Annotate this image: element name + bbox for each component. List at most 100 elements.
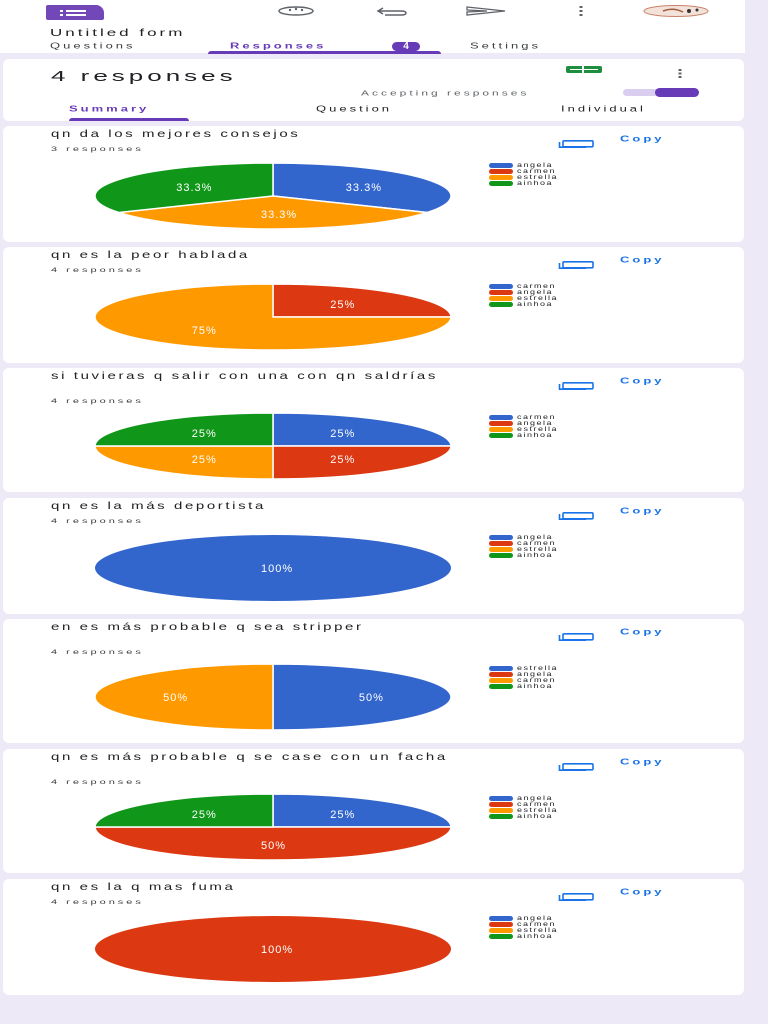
pie-slice[interactable] <box>272 445 451 479</box>
legend-swatch <box>489 534 513 540</box>
legend-swatch <box>489 283 513 289</box>
copy-chart-button[interactable]: Copy <box>620 375 665 386</box>
more-vert-icon[interactable] <box>576 4 586 18</box>
copy-chart-icon[interactable] <box>558 135 595 148</box>
legend-swatch <box>489 677 513 683</box>
response-count: 4 responses <box>51 397 144 405</box>
question-summary-card: qn da los mejores consejos 3 responses C… <box>3 126 744 242</box>
pie-slice[interactable] <box>95 794 274 828</box>
question-summary-card: qn es más probable q se case con un fach… <box>3 749 744 873</box>
tab-responses[interactable]: Responses <box>230 40 327 51</box>
pie-slice[interactable] <box>95 284 451 350</box>
legend-label: angela <box>517 288 554 296</box>
slice-percent-label: 25% <box>192 809 217 821</box>
legend-label: carmen <box>517 539 557 547</box>
legend-label: angela <box>517 161 554 169</box>
form-title[interactable]: Untitled form <box>50 26 186 39</box>
pie-slice[interactable] <box>272 794 451 828</box>
copy-chart-button[interactable]: Copy <box>620 756 665 767</box>
pie-chart: 100% <box>95 535 451 601</box>
question-summary-card: en es más probable q sea stripper 4 resp… <box>3 619 744 743</box>
legend-swatch <box>489 301 513 307</box>
copy-chart-icon[interactable] <box>558 256 595 269</box>
tab-questions[interactable]: Questions <box>50 40 136 51</box>
chart-legend: angela carmen estrella ainhoa <box>489 915 559 940</box>
google-sheets-icon[interactable] <box>566 65 602 74</box>
tab-settings[interactable]: Settings <box>470 40 541 51</box>
more-vert-icon[interactable] <box>678 65 682 78</box>
slice-percent-label: 50% <box>359 692 384 704</box>
pie-slice[interactable] <box>272 664 451 730</box>
legend-label: ainhoa <box>517 551 554 559</box>
legend-label: estrella <box>517 926 559 934</box>
legend-item: ainhoa <box>489 432 558 439</box>
accepting-responses-label: Accepting responses <box>361 88 530 98</box>
copy-chart-button[interactable]: Copy <box>620 133 665 144</box>
legend-item: ainhoa <box>489 933 558 940</box>
slice-percent-label: 25% <box>330 428 355 440</box>
legend-item: carmen <box>489 414 558 421</box>
legend-swatch <box>489 540 513 546</box>
copy-chart-icon[interactable] <box>558 628 595 641</box>
palette-icon[interactable] <box>276 4 316 18</box>
chart-legend: estrella angela carmen ainhoa <box>489 664 559 690</box>
legend-item: carmen <box>489 677 558 684</box>
response-count: 4 responses <box>51 266 144 274</box>
legend-item: angela <box>489 534 558 541</box>
legend-swatch <box>489 927 513 933</box>
slice-percent-label: 25% <box>330 454 355 466</box>
pie-slice[interactable] <box>95 826 451 860</box>
pie-slice[interactable] <box>95 445 274 479</box>
legend-label: estrella <box>517 425 559 433</box>
pie-chart: 25% 50% 25% <box>95 794 451 860</box>
pie-slice[interactable] <box>95 664 274 730</box>
legend-label: estrella <box>517 664 559 672</box>
legend-item: estrella <box>489 807 558 814</box>
legend-swatch <box>489 933 513 939</box>
google-forms-icon[interactable] <box>46 5 104 20</box>
pie-chart: 50% 50% <box>95 664 451 730</box>
copy-chart-icon[interactable] <box>558 888 595 901</box>
legend-swatch <box>489 168 513 174</box>
pie-slice[interactable] <box>95 916 451 982</box>
slice-percent-label: 50% <box>163 692 188 704</box>
legend-label: carmen <box>517 800 557 808</box>
pie-slice[interactable] <box>95 163 274 214</box>
send-icon[interactable] <box>464 4 508 18</box>
active-tab-indicator <box>208 51 441 54</box>
copy-chart-icon[interactable] <box>558 377 595 390</box>
avatar[interactable] <box>643 4 709 18</box>
copy-chart-icon[interactable] <box>558 758 595 771</box>
question-title: qn es la peor hablada <box>51 248 250 261</box>
legend-item: carmen <box>489 168 558 175</box>
copy-chart-button[interactable]: Copy <box>620 626 665 637</box>
question-title: si tuvieras q salir con una con qn saldr… <box>51 369 438 382</box>
undo-icon[interactable] <box>374 4 410 18</box>
slice-percent-label: 33.3% <box>346 182 382 194</box>
copy-chart-button[interactable]: Copy <box>620 254 665 265</box>
copy-chart-icon[interactable] <box>558 507 595 520</box>
pie-slice[interactable] <box>95 413 274 447</box>
legend-label: estrella <box>517 294 559 302</box>
legend-swatch <box>489 432 513 438</box>
tab-summary[interactable]: Summary <box>69 103 150 114</box>
legend-swatch <box>489 915 513 921</box>
legend-item: estrella <box>489 546 558 553</box>
copy-chart-button[interactable]: Copy <box>620 505 665 516</box>
legend-swatch <box>489 420 513 426</box>
pie-slice[interactable] <box>272 413 451 447</box>
pie-slice[interactable] <box>272 284 451 318</box>
chart-legend: carmen angela estrella ainhoa <box>489 414 559 439</box>
legend-item: estrella <box>489 294 559 302</box>
legend-label: carmen <box>517 920 557 928</box>
question-summary-card: qn es la peor hablada 4 responses Copy 2… <box>3 247 744 363</box>
chart-legend: angela carmen estrella ainhoa <box>489 534 558 559</box>
tab-question[interactable]: Question <box>316 103 393 114</box>
slice-percent-label: 100% <box>261 563 293 575</box>
tab-individual[interactable]: Individual <box>561 103 646 114</box>
slice-percent-label: 25% <box>330 809 355 821</box>
toggle-thumb[interactable] <box>655 88 699 97</box>
legend-label: ainhoa <box>517 300 554 308</box>
pie-slice[interactable] <box>95 535 451 601</box>
copy-chart-button[interactable]: Copy <box>620 886 665 897</box>
